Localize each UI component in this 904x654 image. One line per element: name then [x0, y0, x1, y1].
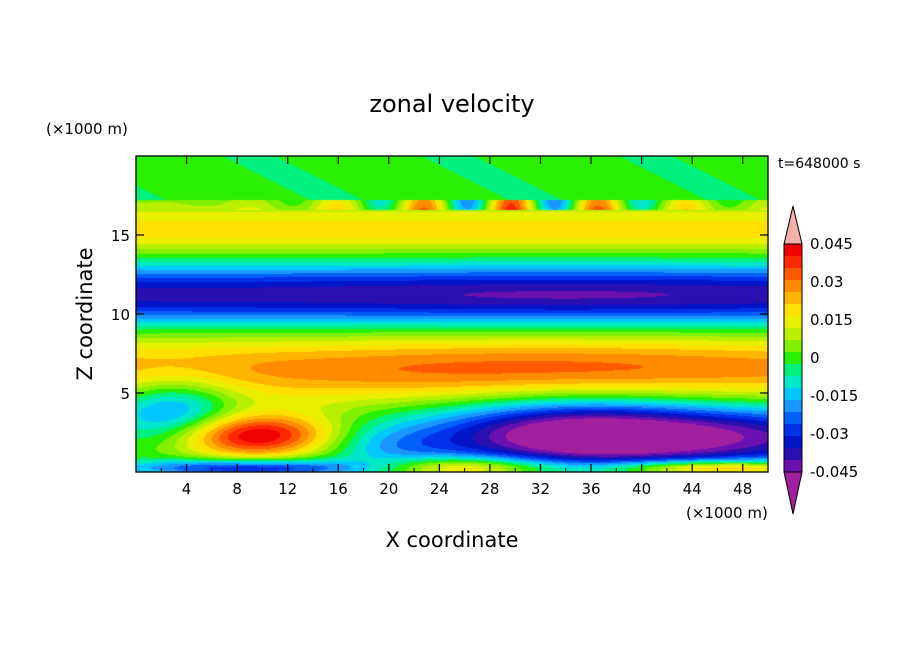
- y-axis-label: Z coordinate: [73, 247, 97, 380]
- colorbar-swatch: [784, 244, 802, 256]
- x-tick-label: 44: [683, 480, 702, 498]
- velocity-field: [136, 156, 768, 472]
- colorbar-swatch: [784, 364, 802, 376]
- colorbar-top-arrow: [783, 205, 803, 245]
- colorbar-swatch: [784, 460, 802, 472]
- x-tick-label: 4: [182, 480, 192, 498]
- colorbar-tick-label: 0: [810, 349, 820, 367]
- colorbar-swatch: [784, 316, 802, 328]
- colorbar-tick-label: 0.045: [810, 235, 853, 253]
- colorbar-swatch: [784, 268, 802, 280]
- colorbar-swatch: [784, 388, 802, 400]
- colorbar-swatch: [784, 376, 802, 388]
- colorbar-frame: [783, 243, 803, 473]
- x-tick-label: 12: [278, 480, 297, 498]
- colorbar-swatch: [784, 436, 802, 448]
- x-tick-label: 28: [480, 480, 499, 498]
- x-tick-label: 32: [531, 480, 550, 498]
- x-tick-label: 36: [581, 480, 600, 498]
- colorbar-tick-label: -0.015: [810, 387, 858, 405]
- colorbar-tick-label: 0.03: [810, 273, 843, 291]
- y-tick-label: 15: [111, 227, 130, 245]
- colorbar-swatch: [784, 352, 802, 364]
- colorbar-swatch: [784, 280, 802, 292]
- colorbar-swatch: [784, 256, 802, 268]
- colorbar: 0.045 0.03 0.015 0 -0.015 -0.03 -0.045: [783, 205, 858, 515]
- colorbar-swatch: [784, 412, 802, 424]
- x-tick-label: 20: [379, 480, 398, 498]
- colorbar-tick-label: 0.015: [810, 311, 853, 329]
- colorbar-tick-label: -0.03: [810, 425, 849, 443]
- x-tick-label: 8: [232, 480, 242, 498]
- colorbar-tick-label: -0.045: [810, 463, 858, 481]
- x-axis-label: X coordinate: [385, 528, 518, 552]
- colorbar-swatch: [784, 448, 802, 460]
- colorbar-swatch: [784, 340, 802, 352]
- x-tick-label: 16: [329, 480, 348, 498]
- colorbar-swatch: [784, 304, 802, 316]
- x-unit-label: (×1000 m): [686, 504, 768, 522]
- x-tick-label: 40: [632, 480, 651, 498]
- x-tick-label: 24: [430, 480, 449, 498]
- chart-title: zonal velocity: [369, 90, 534, 118]
- y-axis: 5 10 15: [111, 227, 768, 403]
- y-unit-label: (×1000 m): [46, 120, 128, 138]
- colorbar-swatch: [784, 292, 802, 304]
- x-tick-label: 48: [733, 480, 752, 498]
- y-tick-label: 5: [120, 385, 130, 403]
- colorbar-swatch: [784, 328, 802, 340]
- field-raster: [136, 156, 768, 472]
- time-label: t=648000 s: [778, 156, 860, 172]
- x-axis: 4 8 12 16 20 24 28 32 36 40 44 48: [160, 156, 752, 498]
- colorbar-swatch: [784, 424, 802, 436]
- colorbar-swatch: [784, 400, 802, 412]
- colorbar-bottom-arrow: [783, 471, 803, 515]
- y-tick-label: 10: [111, 306, 130, 324]
